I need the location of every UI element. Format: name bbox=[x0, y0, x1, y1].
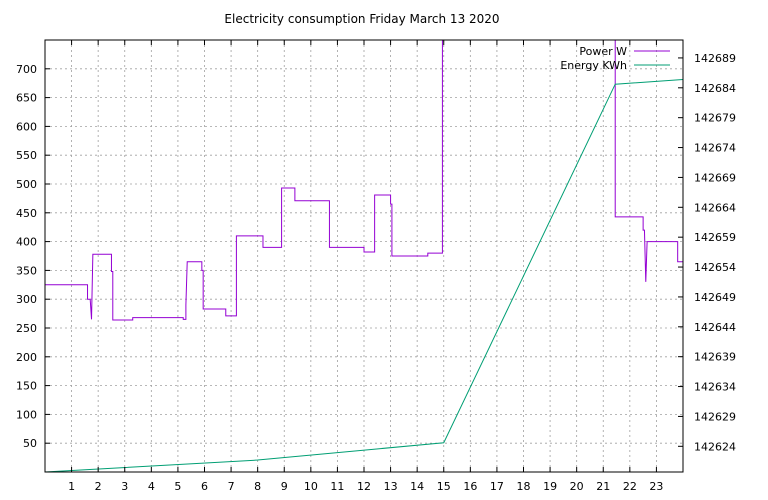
y-tick-label: 50 bbox=[23, 437, 37, 450]
x-tick-label: 11 bbox=[330, 480, 344, 493]
y2-tick-label: 142624 bbox=[694, 440, 736, 453]
y-tick-label: 600 bbox=[16, 120, 37, 133]
y2-tick-label: 142634 bbox=[694, 381, 736, 394]
x-tick-label: 19 bbox=[543, 480, 557, 493]
y2-tick-label: 142669 bbox=[694, 171, 736, 184]
y-tick-label: 150 bbox=[16, 380, 37, 393]
x-tick-label: 22 bbox=[623, 480, 637, 493]
x-tick-label: 9 bbox=[281, 480, 288, 493]
y2-tick-label: 142639 bbox=[694, 351, 736, 364]
x-tick-label: 7 bbox=[228, 480, 235, 493]
grid bbox=[45, 40, 683, 472]
x-tick-label: 2 bbox=[95, 480, 102, 493]
y2-tick-label: 142644 bbox=[694, 321, 736, 334]
x-tick-label: 1 bbox=[68, 480, 75, 493]
series-line-2 bbox=[45, 78, 683, 472]
y-tick-label: 450 bbox=[16, 207, 37, 220]
y2-tick-label: 142659 bbox=[694, 231, 736, 244]
legend-label: Energy KWh bbox=[560, 59, 627, 72]
y-tick-label: 200 bbox=[16, 351, 37, 364]
y-tick-label: 700 bbox=[16, 63, 37, 76]
y-tick-label: 550 bbox=[16, 149, 37, 162]
series-line-1 bbox=[45, 40, 683, 321]
x-tick-label: 10 bbox=[304, 480, 318, 493]
y2-tick-label: 142689 bbox=[694, 52, 736, 65]
x-tick-label: 21 bbox=[596, 480, 610, 493]
x-tick-label: 15 bbox=[437, 480, 451, 493]
y2-tick-label: 142649 bbox=[694, 291, 736, 304]
x-tick-label: 17 bbox=[490, 480, 504, 493]
y-tick-label: 500 bbox=[16, 178, 37, 191]
x-tick-label: 13 bbox=[384, 480, 398, 493]
y-tick-label: 400 bbox=[16, 236, 37, 249]
y-tick-label: 300 bbox=[16, 293, 37, 306]
y2-tick-label: 142684 bbox=[694, 82, 736, 95]
y-tick-label: 350 bbox=[16, 264, 37, 277]
x-tick-label: 23 bbox=[649, 480, 663, 493]
x-tick-label: 18 bbox=[517, 480, 531, 493]
y2-tick-label: 142654 bbox=[694, 261, 736, 274]
x-tick-label: 6 bbox=[201, 480, 208, 493]
x-tick-label: 20 bbox=[570, 480, 584, 493]
y2-tick-label: 142674 bbox=[694, 142, 736, 155]
y-tick-label: 650 bbox=[16, 92, 37, 105]
x-tick-label: 4 bbox=[148, 480, 155, 493]
x-tick-label: 8 bbox=[254, 480, 261, 493]
y2-tick-label: 142664 bbox=[694, 201, 736, 214]
x-tick-label: 5 bbox=[174, 480, 181, 493]
x-tick-label: 16 bbox=[463, 480, 477, 493]
y-tick-label: 100 bbox=[16, 408, 37, 421]
series-layer bbox=[45, 40, 683, 472]
y2-tick-label: 142629 bbox=[694, 410, 736, 423]
legend-label: Power W bbox=[579, 45, 627, 58]
x-tick-label: 12 bbox=[357, 480, 371, 493]
chart-title: Electricity consumption Friday March 13 … bbox=[224, 12, 499, 26]
y-tick-label: 250 bbox=[16, 322, 37, 335]
x-tick-label: 14 bbox=[410, 480, 424, 493]
axis-ticks: 1 2 3 4 5 6 7 8 9 10 11 12 13 14 15 16 17 18 19 20 21 22 23501… bbox=[16, 40, 736, 493]
y2-tick-label: 142679 bbox=[694, 112, 736, 125]
x-tick-label: 3 bbox=[121, 480, 128, 493]
